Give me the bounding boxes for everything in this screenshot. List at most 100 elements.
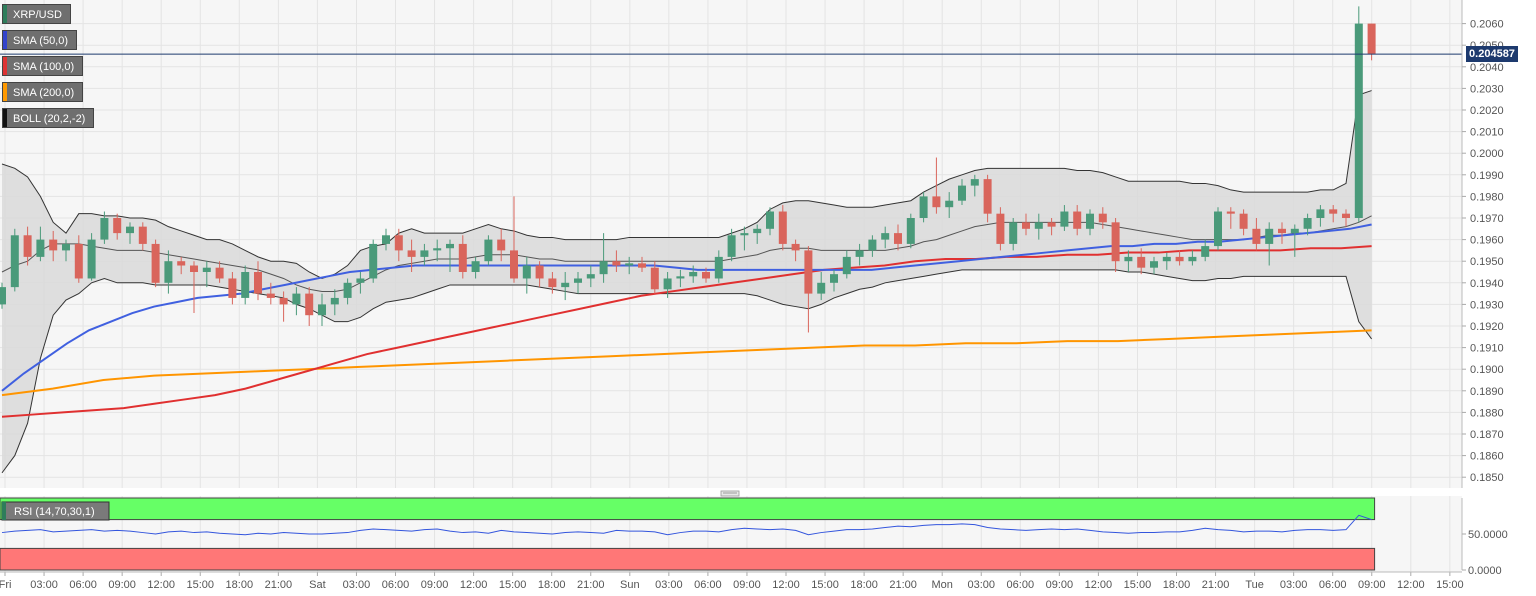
- legend-swatch: [3, 31, 7, 49]
- candle-body: [1303, 218, 1312, 229]
- x-tick-label: 12:00: [147, 579, 175, 591]
- x-tick-label: 09:00: [1046, 579, 1074, 591]
- candle-body: [1047, 222, 1056, 227]
- current-price-tag: 0.204587: [1466, 46, 1518, 63]
- x-tick-label: 21:00: [889, 579, 917, 591]
- candle-body: [305, 293, 314, 316]
- candle-body: [1175, 256, 1184, 262]
- x-tick-label: 03:00: [30, 579, 58, 591]
- x-tick-label: 12:00: [460, 579, 488, 591]
- candle-body: [970, 179, 979, 186]
- rsi-oversold-zone: [0, 547, 1376, 571]
- y-tick-label: 0.1920: [1470, 321, 1504, 333]
- candle-body: [1022, 222, 1030, 229]
- legend-label: SMA (100,0): [13, 61, 75, 73]
- bollinger-upper: [1, 90, 1372, 280]
- candles: [0, 6, 1376, 333]
- candle-body: [1073, 211, 1082, 229]
- x-tick-label: 03:00: [343, 579, 371, 591]
- x-tick-label: 09:00: [108, 579, 136, 591]
- y-tick-label: 0.2000: [1470, 148, 1504, 160]
- candle-body: [714, 256, 723, 279]
- rsi-overbought-zone: [0, 497, 1376, 521]
- candle-body: [23, 235, 32, 257]
- candle-body: [548, 278, 557, 288]
- y-tick-label: 0.2060: [1470, 19, 1504, 31]
- candle-body: [484, 239, 493, 262]
- rsi-legend: RSI (14,70,30,1): [1, 501, 110, 521]
- rsi-tick-label: 50.0000: [1468, 529, 1508, 541]
- rsi-line: [1, 514, 1372, 536]
- rsi-legend-swatch: [2, 502, 6, 520]
- candle-body: [702, 272, 710, 279]
- candle-body: [151, 243, 160, 283]
- x-tick-label: 12:00: [772, 579, 800, 591]
- candle-body: [638, 263, 646, 268]
- legend-label: SMA (50,0): [13, 35, 69, 47]
- candle-body: [113, 218, 122, 234]
- candle-body: [497, 239, 506, 251]
- x-tick-label: 18:00: [538, 579, 566, 591]
- candle-body: [753, 228, 762, 234]
- x-tick-label: 09:00: [1358, 579, 1386, 591]
- legend-label: XRP/USD: [13, 9, 62, 21]
- candle-body: [62, 243, 70, 251]
- legend-item[interactable]: SMA (100,0): [2, 56, 84, 76]
- x-tick-label: 15:00: [1124, 579, 1152, 591]
- candle-body: [266, 293, 275, 298]
- legend-label: BOLL (20,2,-2): [13, 113, 86, 125]
- candle-body: [292, 293, 301, 305]
- candle-body: [215, 267, 224, 279]
- candle-body: [958, 185, 966, 201]
- candle-body: [868, 239, 877, 251]
- legend-swatch: [3, 5, 7, 23]
- candle-body: [1214, 211, 1222, 247]
- candle-body: [1290, 228, 1299, 234]
- candle-body: [778, 211, 787, 244]
- y-tick-label: 0.1980: [1470, 191, 1504, 203]
- candle-body: [1137, 256, 1146, 268]
- candle-body: [164, 261, 173, 283]
- x-tick-label: 21:00: [577, 579, 605, 591]
- candle-body: [356, 278, 365, 283]
- candle-body: [382, 235, 390, 244]
- legend-item[interactable]: SMA (50,0): [2, 30, 78, 50]
- candle-body: [676, 276, 685, 279]
- y-tick-label: 0.1910: [1470, 343, 1504, 355]
- candle-body: [586, 274, 595, 279]
- rsi-tick-label: 0.0000: [1468, 565, 1502, 577]
- candle-body: [663, 278, 672, 290]
- x-tick-label: 12:00: [1397, 579, 1425, 591]
- x-tick-label: 06:00: [1319, 579, 1347, 591]
- candle-body: [433, 248, 442, 251]
- x-tick-label: 09:00: [421, 579, 449, 591]
- legend-item[interactable]: BOLL (20,2,-2): [2, 108, 95, 128]
- candle-body: [190, 265, 198, 272]
- sma-200-line: [1, 329, 1372, 397]
- candle-body: [522, 265, 531, 279]
- candle-body: [1329, 209, 1338, 214]
- x-tick-label: 03:00: [967, 579, 995, 591]
- y-tick-label: 0.1950: [1470, 256, 1504, 268]
- candle-body: [945, 200, 954, 208]
- candle-body: [10, 235, 19, 288]
- x-tick-label: 15:00: [499, 579, 527, 591]
- candle-body: [535, 265, 544, 279]
- legend-item[interactable]: SMA (200,0): [2, 82, 84, 102]
- panel-resize-handle[interactable]: [720, 490, 740, 497]
- candle-body: [650, 267, 659, 290]
- candle-body: [791, 243, 800, 251]
- legend-item[interactable]: XRP/USD: [2, 4, 71, 24]
- y-tick-label: 0.1890: [1470, 386, 1504, 398]
- candle-body: [830, 274, 838, 283]
- y-tick-label: 0.1860: [1470, 451, 1504, 463]
- candle-body: [1226, 211, 1235, 214]
- candle-body: [919, 196, 928, 218]
- x-tick-label: 06:00: [1007, 579, 1035, 591]
- x-tick-label: 03:00: [655, 579, 683, 591]
- candle-body: [1278, 228, 1286, 234]
- candle-body: [458, 243, 467, 272]
- candle-body: [1060, 211, 1069, 227]
- x-tick-label: 18:00: [1163, 579, 1191, 591]
